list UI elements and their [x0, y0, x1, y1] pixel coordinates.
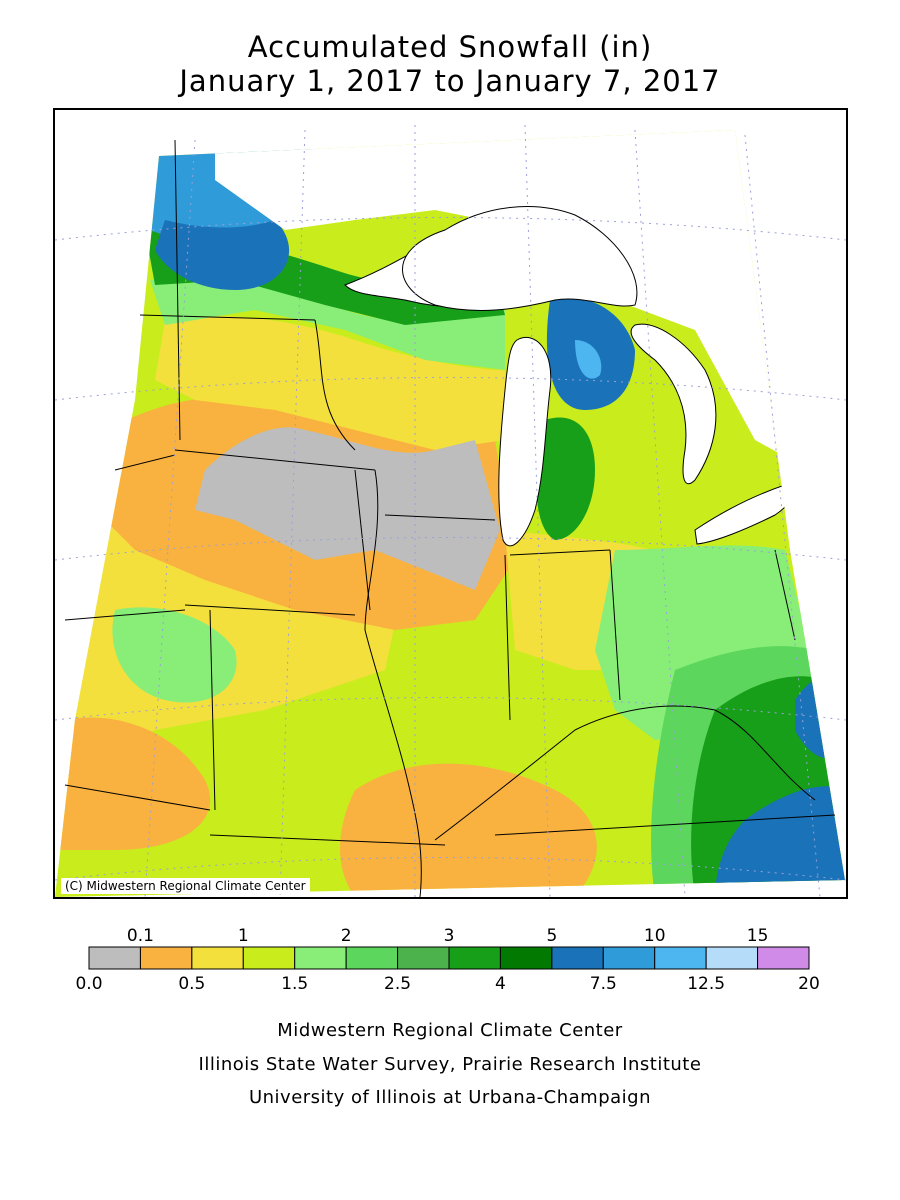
legend-bin-11 — [654, 946, 707, 970]
legend-bin-7 — [448, 946, 501, 970]
legend-bin-10 — [602, 946, 656, 970]
legend-bin-1 — [139, 946, 193, 970]
border-il-in — [504, 554, 511, 721]
legend-bottom-label: 2.5 — [384, 974, 411, 994]
legend-top-label: 15 — [747, 926, 769, 946]
legend-bin-5 — [345, 946, 399, 970]
snowfall-map: (C) Midwestern Regional Climate Center — [53, 108, 848, 899]
legend-bottom-label: 20 — [798, 974, 820, 994]
state-boundaries — [64, 139, 836, 897]
zone-lightgreen-north — [150, 277, 505, 370]
border-in-oh — [609, 549, 621, 701]
legend-bottom-label: 7.5 — [590, 974, 617, 994]
border-oh-pa — [774, 549, 796, 641]
zone-yellow-north — [155, 316, 505, 450]
zone-blue-southeast — [715, 786, 845, 897]
credit-university: University of Illinois at Urbana-Champai… — [248, 1087, 652, 1108]
legend-bin-6 — [397, 946, 450, 970]
legend-bar: 0.1 1 2 3 5 10 15 0.0 0.5 1.5 2.5 4 7.5 12.5 20 — [75, 926, 820, 994]
canada-north-lake — [402, 206, 638, 311]
legend-top-label: 5 — [546, 926, 557, 946]
legend-bottom-label: 1.5 — [281, 974, 308, 994]
map-title: Accumulated Snowfall (in) — [247, 30, 653, 64]
legend-bin-8 — [499, 946, 553, 970]
map-date-range: January 1, 2017 to January 7, 2017 — [179, 64, 721, 98]
zone-bluelight-michigan — [575, 340, 602, 379]
border-wi-il — [384, 514, 496, 521]
canada-north — [215, 130, 845, 490]
legend-bin-13 — [757, 946, 810, 970]
copyright-label: (C) Midwestern Regional Climate Center — [61, 878, 310, 894]
border-ks-ok — [64, 784, 211, 811]
border-ne-ks — [64, 609, 186, 621]
border-mn-ia — [174, 449, 376, 471]
zone-gray-central — [195, 427, 500, 590]
border-mi-in — [509, 549, 611, 556]
legend-bin-9 — [551, 946, 604, 970]
legend-bin-2 — [191, 946, 244, 970]
border-nd-sd — [139, 314, 316, 321]
legend-bin-12 — [705, 946, 759, 970]
border-ks-mo — [209, 609, 216, 811]
graticule — [55, 124, 846, 897]
legend-bin-3 — [242, 946, 296, 970]
legend-top-label: 2 — [341, 926, 352, 946]
legend-top-label: 3 — [444, 926, 455, 946]
zone-blue-dark-northwest — [155, 220, 290, 290]
legend-bin-0 — [88, 946, 141, 970]
border-mn-wi — [314, 319, 356, 451]
border-mississippi — [364, 469, 422, 897]
legend-top-label: 1 — [238, 926, 249, 946]
lake-michigan — [498, 337, 552, 547]
credit-survey: Illinois State Water Survey, Prairie Res… — [198, 1054, 702, 1075]
border-ia-mo — [184, 604, 356, 616]
border-mo-ar — [209, 834, 446, 846]
border-ky-tn — [494, 814, 836, 836]
credit-org: Midwestern Regional Climate Center — [277, 1020, 623, 1041]
zone-orange-south — [340, 763, 597, 897]
zone-green-michigan — [536, 417, 595, 540]
legend-bin-4 — [294, 946, 347, 970]
legend-bottom-label: 12.5 — [687, 974, 725, 994]
border-ia-il — [354, 469, 371, 611]
map-canvas — [55, 124, 846, 897]
zone-orange-southwest — [60, 717, 211, 850]
legend-top-label: 10 — [644, 926, 666, 946]
legend-bottom-label: 0.5 — [178, 974, 205, 994]
border-mn-west — [174, 139, 181, 441]
zone-lightgreen-southwest — [112, 607, 237, 703]
border-sd-ne — [114, 454, 176, 471]
legend-bottom-label: 4 — [495, 974, 506, 994]
legend-top-label: 0.1 — [127, 926, 154, 946]
color-legend: 0.1 1 2 3 5 10 15 0.0 0.5 1.5 2.5 4 7.5 12.5 20 — [0, 915, 900, 1005]
lake-huron — [630, 323, 717, 485]
border-ohio-river — [434, 705, 816, 841]
legend-bottom-label: 0.0 — [75, 974, 102, 994]
